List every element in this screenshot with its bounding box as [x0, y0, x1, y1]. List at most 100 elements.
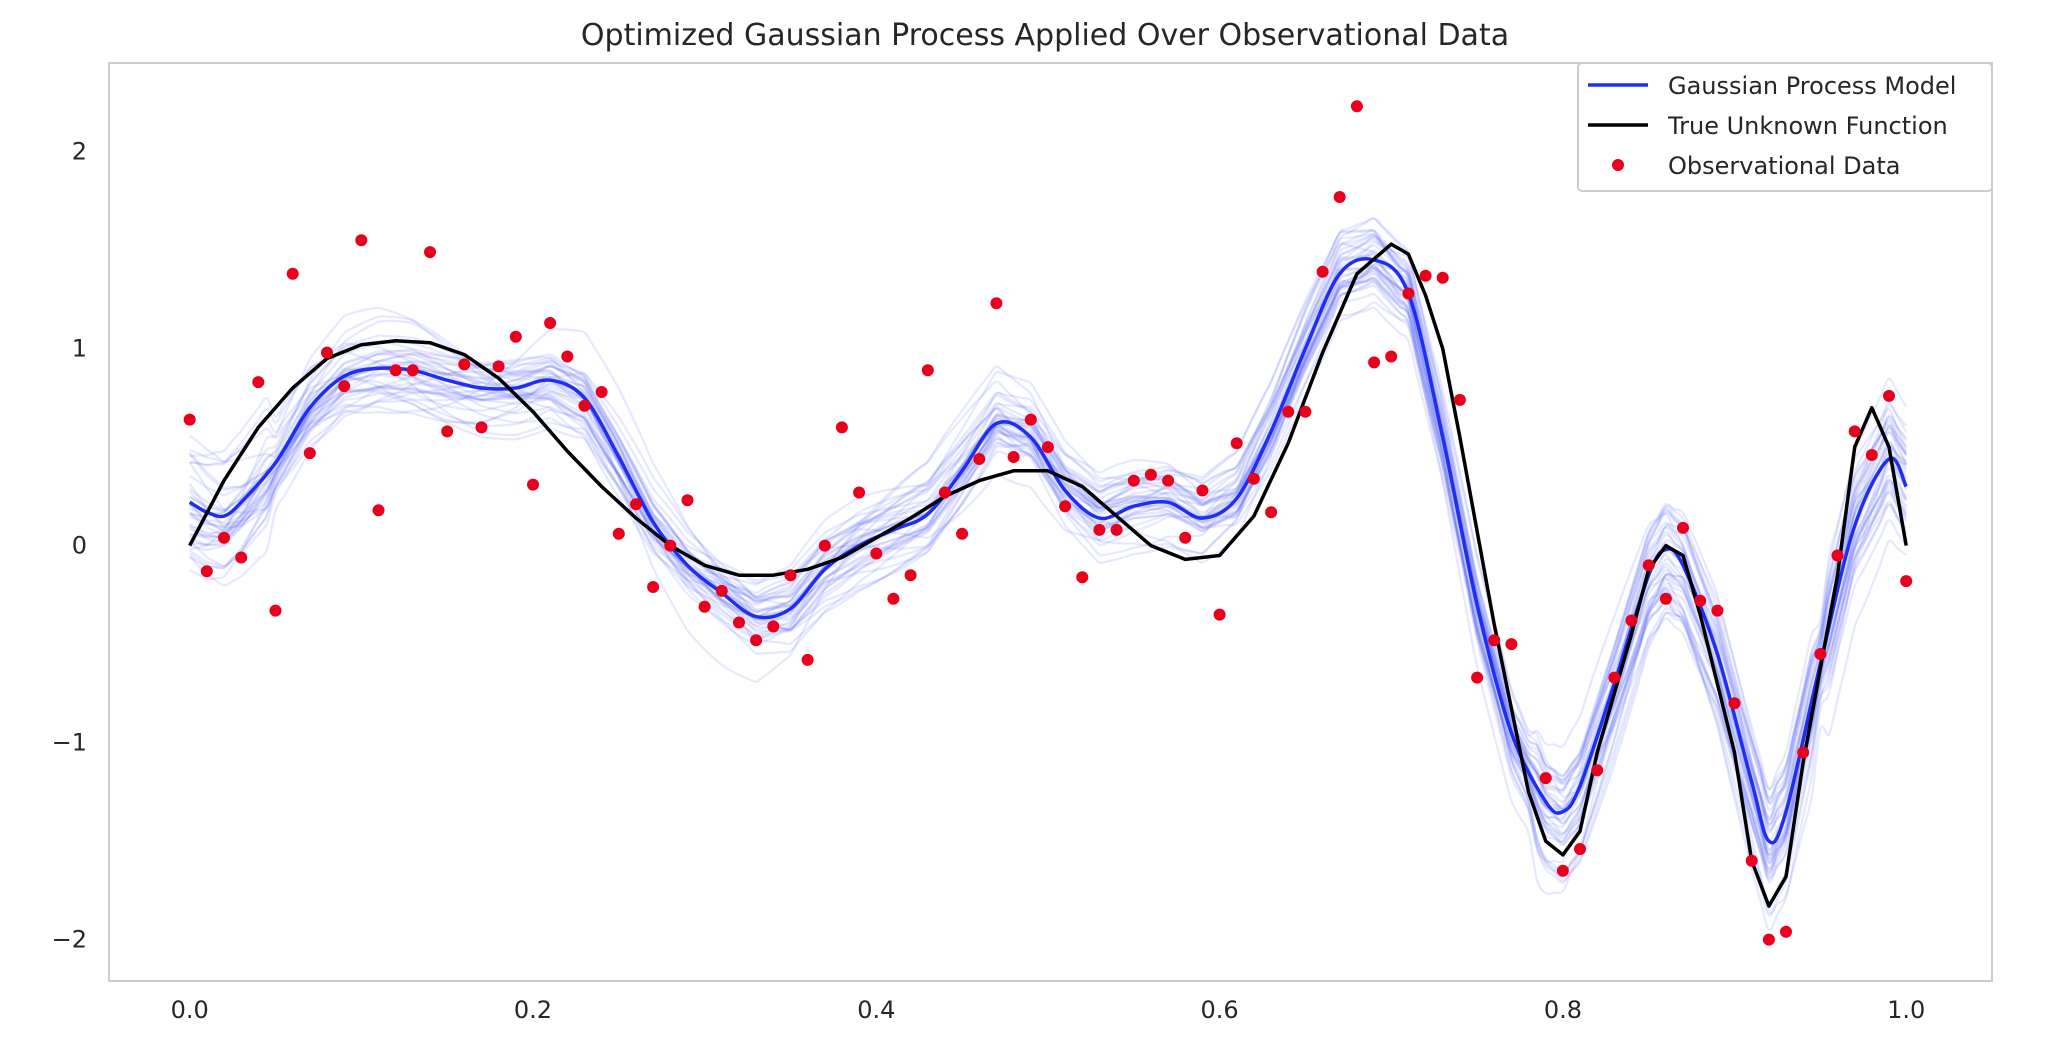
observation-point — [1196, 484, 1209, 497]
observation-point — [990, 297, 1003, 310]
observation-point — [372, 504, 385, 517]
observation-point — [1745, 854, 1758, 867]
observation-point — [303, 447, 316, 460]
true-function-line — [188, 242, 1908, 908]
observation-point — [492, 360, 505, 373]
y-axis-ticks: 2 1 0 −1 −2 — [52, 138, 87, 954]
gp-sample-line — [189, 269, 1908, 835]
observation-point — [424, 246, 436, 259]
observation-point — [1780, 925, 1792, 938]
observation-point — [1110, 523, 1123, 536]
observation-point — [252, 376, 265, 389]
observation-point — [1144, 468, 1157, 481]
observation-point — [1436, 271, 1449, 284]
observation-point — [1539, 772, 1552, 785]
observation-point — [1797, 746, 1810, 759]
observation-point — [630, 498, 642, 511]
observation-point — [1865, 449, 1878, 461]
observation-point — [1488, 634, 1501, 647]
observation-point — [784, 569, 797, 582]
series-lines — [188, 242, 1908, 908]
observation-point — [200, 565, 213, 578]
observation-point — [1247, 472, 1260, 485]
observation-point — [887, 592, 900, 605]
observation-point — [355, 234, 368, 247]
observation-point — [1093, 523, 1106, 536]
gp-sample-line — [189, 301, 1907, 932]
legend-label-true-function: True Unknown Function — [1667, 112, 1948, 140]
observation-point — [904, 569, 917, 582]
observation-point — [1848, 425, 1861, 438]
observation-point — [458, 358, 471, 371]
observation-point — [389, 364, 402, 377]
observation-point — [1900, 575, 1913, 588]
plot-area-frame — [108, 62, 1993, 982]
observation-point — [1059, 500, 1072, 513]
x-tick-label: 0.2 — [514, 996, 552, 1024]
gp-sample-line — [188, 241, 1908, 876]
observation-point — [1814, 648, 1827, 660]
gp-sample-line — [188, 266, 1908, 832]
gp-model-line — [188, 256, 1908, 845]
observation-point — [1762, 933, 1775, 946]
x-tick-label: 1.0 — [1887, 996, 1925, 1024]
observation-point — [1368, 356, 1381, 369]
observation-point — [1402, 287, 1415, 300]
observation-point — [1230, 437, 1243, 450]
observation-point — [321, 346, 333, 359]
observation-point — [612, 527, 625, 540]
chart-title: Optimized Gaussian Process Applied Over … — [581, 18, 1509, 53]
legend-box — [1577, 62, 1993, 192]
gp-sample-line — [189, 217, 1908, 851]
observation-point — [338, 380, 351, 393]
observation-point — [1350, 100, 1363, 113]
observation-point — [698, 600, 711, 613]
legend: Gaussian Process Model True Unknown Func… — [1577, 62, 1993, 192]
observation-point — [1694, 594, 1707, 607]
gp-sample-line — [188, 232, 1908, 841]
x-tick-label: 0.4 — [857, 996, 895, 1024]
gp-sample-line — [189, 306, 1908, 808]
observation-point — [269, 604, 282, 617]
observation-point — [527, 478, 539, 491]
observation-point — [750, 634, 763, 647]
observation-point — [835, 421, 848, 434]
observation-point — [286, 267, 299, 280]
observation-point — [561, 350, 574, 363]
x-tick-label: 0.6 — [1201, 996, 1239, 1024]
observation-point — [1299, 405, 1312, 418]
observation-point — [733, 616, 745, 629]
legend-label-gp-model: Gaussian Process Model — [1668, 72, 1956, 100]
gp-sample-line — [189, 234, 1908, 859]
observation-point — [1831, 549, 1844, 562]
observation-point — [1333, 191, 1346, 203]
observation-point — [1385, 350, 1398, 363]
observation-point — [870, 547, 883, 560]
observation-point — [578, 399, 591, 412]
observation-point — [801, 653, 814, 666]
observation-point — [1007, 451, 1020, 463]
observation-point — [1316, 265, 1329, 278]
gp-sample-line — [189, 281, 1908, 831]
observation-point — [1608, 671, 1621, 684]
gp-sample-line — [189, 249, 1908, 906]
observation-point — [767, 620, 780, 633]
observation-point — [1677, 521, 1689, 534]
y-tick-label: −2 — [52, 926, 87, 954]
observation-point — [956, 527, 969, 540]
legend-label-observations: Observational Data — [1668, 152, 1900, 180]
gp-sample-line — [189, 235, 1908, 845]
observation-point — [1471, 671, 1484, 684]
observation-point — [1213, 608, 1226, 621]
observation-point — [1419, 269, 1432, 282]
observation-point — [1265, 506, 1278, 519]
observation-point — [1127, 474, 1140, 487]
gp-sample-line — [188, 263, 1908, 860]
legend-swatch-observations — [1612, 159, 1624, 171]
y-tick-label: 1 — [72, 335, 87, 363]
y-tick-label: 2 — [72, 138, 87, 166]
observation-point — [1556, 864, 1569, 877]
gp-sample-line — [189, 271, 1908, 878]
